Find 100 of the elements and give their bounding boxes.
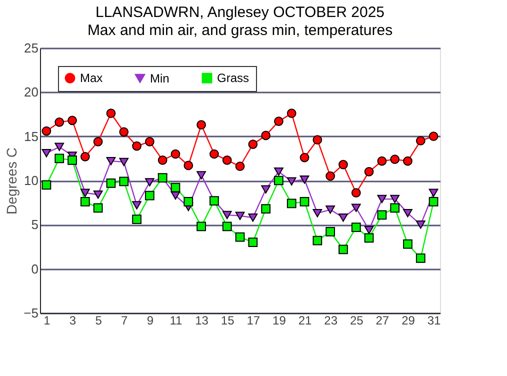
- x-tick-label: 23: [324, 314, 338, 328]
- x-tick-label: 3: [69, 314, 76, 328]
- point: [416, 254, 426, 263]
- point: [300, 175, 310, 184]
- point: [312, 209, 322, 218]
- point: [377, 210, 387, 220]
- x-tick-label: 7: [121, 314, 128, 328]
- point: [326, 227, 336, 236]
- y-axis-title: Degrees C: [4, 148, 20, 214]
- point: [235, 162, 245, 172]
- point: [403, 209, 412, 218]
- point: [351, 222, 361, 232]
- point: [364, 233, 374, 243]
- point: [312, 236, 322, 246]
- point: [54, 118, 64, 127]
- point: [93, 190, 103, 199]
- point: [119, 176, 129, 186]
- point: [312, 135, 322, 145]
- x-tick-label: 27: [376, 314, 390, 328]
- point: [351, 204, 361, 212]
- x-tick-label: 15: [220, 314, 235, 328]
- point: [170, 182, 180, 192]
- point: [196, 171, 206, 180]
- point: [300, 152, 310, 162]
- point: [286, 177, 296, 186]
- point: [42, 180, 52, 190]
- point: [403, 239, 412, 249]
- point: [235, 232, 245, 242]
- point: [106, 156, 116, 166]
- point: [403, 156, 412, 166]
- point: [390, 203, 400, 213]
- point: [274, 168, 284, 176]
- point: [390, 154, 400, 164]
- point: [106, 178, 116, 188]
- x-tick-label: 21: [298, 314, 312, 328]
- point: [222, 156, 232, 165]
- point: [261, 130, 270, 140]
- point: [210, 149, 219, 159]
- point: [338, 160, 348, 170]
- x-tick-label: 17: [246, 314, 260, 328]
- y-tick-label: −5: [24, 306, 38, 320]
- point: [184, 160, 194, 170]
- y-tick-label: 20: [24, 84, 38, 100]
- x-tick-label: 31: [427, 314, 442, 328]
- point: [119, 127, 129, 137]
- x-tick-label: 25: [350, 314, 364, 328]
- point: [119, 158, 129, 166]
- point: [274, 176, 284, 186]
- chart-subtitle: Max and min air, and grass min, temperatures: [87, 22, 393, 39]
- point: [93, 136, 103, 146]
- point: [248, 213, 258, 222]
- point: [428, 188, 438, 197]
- x-tick-label: 19: [272, 314, 286, 328]
- point: [364, 166, 374, 176]
- point: [326, 171, 336, 181]
- point: [80, 197, 90, 206]
- point: [222, 222, 232, 232]
- y-tick-label: 0: [31, 261, 38, 276]
- point: [144, 190, 154, 200]
- y-tick-label: 5: [31, 217, 38, 232]
- point: [170, 149, 180, 159]
- point: [286, 108, 296, 118]
- point: [93, 203, 103, 213]
- point: [364, 226, 374, 234]
- x-tick-label: 1: [44, 314, 51, 328]
- x-tick-label: 9: [146, 314, 154, 328]
- point: [132, 141, 142, 151]
- point: [80, 152, 90, 162]
- legend-label: Grass: [217, 71, 250, 86]
- point: [54, 154, 64, 164]
- point: [42, 148, 52, 158]
- y-tick-label: 25: [24, 40, 38, 56]
- point: [106, 108, 116, 118]
- point: [68, 156, 77, 165]
- point: [416, 136, 426, 146]
- legend-label: Min: [150, 71, 170, 86]
- chart-title: LLANSADWRN, Anglesey OCTOBER 2025: [95, 4, 385, 21]
- point: [68, 116, 77, 126]
- point: [158, 156, 168, 165]
- point: [54, 142, 64, 152]
- point: [80, 188, 90, 197]
- y-tick-label: 15: [24, 128, 38, 144]
- point: [338, 244, 348, 254]
- point: [377, 194, 387, 204]
- point: [286, 198, 296, 208]
- point: [132, 201, 142, 210]
- point: [338, 213, 348, 222]
- point: [300, 197, 310, 206]
- point: [351, 188, 361, 198]
- point: [235, 212, 245, 220]
- point: [132, 214, 142, 224]
- x-tick-label: 5: [95, 314, 102, 328]
- point: [196, 222, 206, 232]
- legend-label: Max: [80, 71, 103, 86]
- point: [390, 194, 400, 204]
- point: [428, 132, 438, 142]
- x-tick-label: 13: [195, 314, 209, 328]
- point: [416, 220, 426, 229]
- x-tick-label: 11: [170, 314, 183, 328]
- point: [377, 156, 387, 166]
